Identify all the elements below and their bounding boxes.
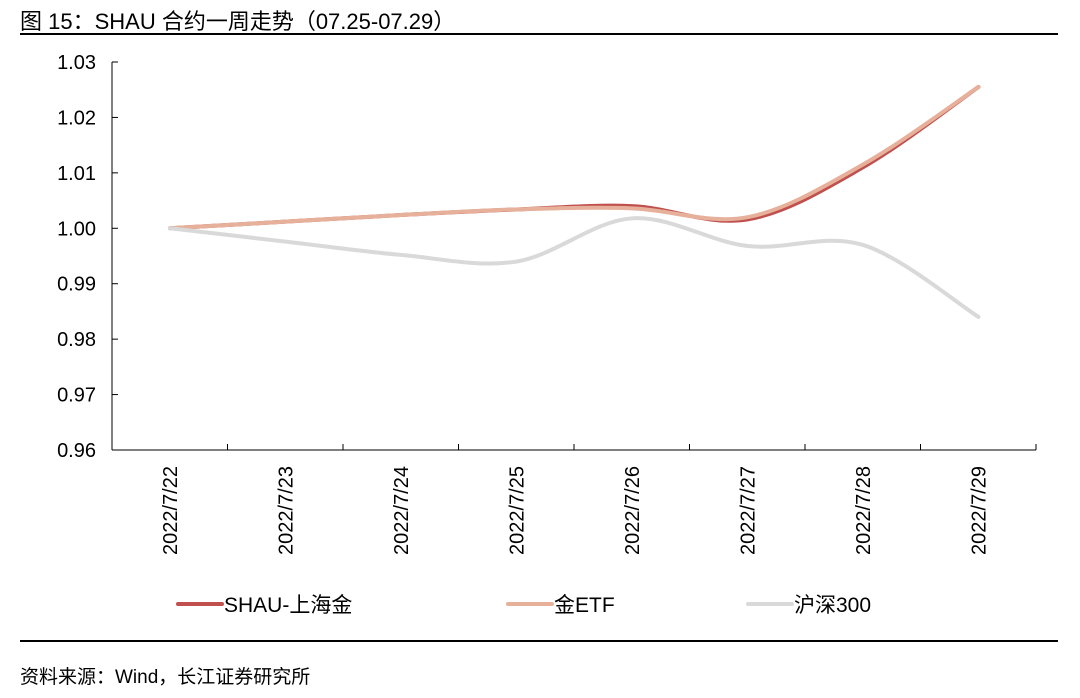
legend: SHAU-上海金 金ETF 沪深300	[176, 594, 871, 617]
y-tick-label: 0.98	[57, 329, 96, 351]
y-tick-label: 0.96	[57, 440, 96, 462]
series-lines	[168, 84, 981, 319]
y-tick-label: 0.97	[57, 385, 96, 407]
legend-label: 金ETF	[554, 594, 615, 617]
x-tick-label: 2022/7/28	[853, 466, 875, 555]
x-tick-label: 2022/7/26	[622, 466, 644, 555]
line-chart: 0.96 0.97 0.98 0.99 1.00 1.01 1.02 1.03 2022/7/2…	[57, 52, 1037, 617]
y-tick-label: 0.99	[57, 274, 96, 296]
legend-label: 沪深300	[794, 594, 871, 617]
y-tick-label: 1.02	[57, 107, 96, 129]
x-tick-label: 2022/7/24	[391, 466, 413, 555]
x-tick-label: 2022/7/29	[969, 466, 991, 555]
x-tick-label: 2022/7/22	[160, 466, 182, 555]
top-rule	[20, 33, 1058, 35]
chart-title: 图 15：SHAU 合约一周走势（07.25-07.29）	[20, 9, 456, 34]
axes: 0.96 0.97 0.98 0.99 1.00 1.01 1.02 1.03 2022/7/2…	[57, 52, 1037, 555]
legend-label: SHAU-上海金	[224, 594, 352, 617]
series-line-2	[168, 216, 981, 319]
x-tick-label: 2022/7/25	[507, 466, 529, 555]
y-tick-label: 1.03	[57, 52, 96, 74]
y-tick-label: 1.01	[57, 163, 96, 185]
x-tick-label: 2022/7/27	[738, 466, 760, 555]
series-line-1	[168, 84, 981, 231]
y-tick-label: 1.00	[57, 218, 96, 240]
x-tick-label: 2022/7/23	[276, 466, 298, 555]
bottom-rule	[20, 640, 1058, 642]
source-note: 资料来源：Wind，长江证券研究所	[20, 667, 311, 688]
